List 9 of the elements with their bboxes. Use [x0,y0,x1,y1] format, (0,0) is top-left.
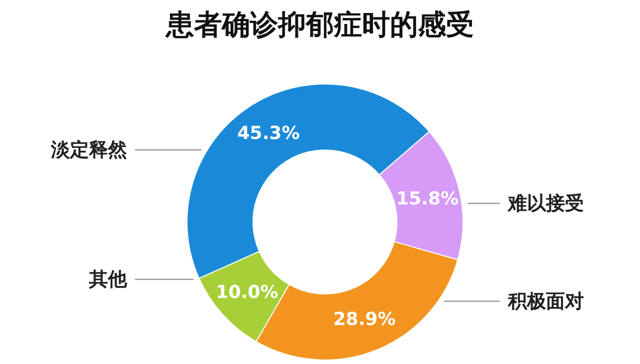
slice-label: 积极面对 [507,290,584,312]
data-label: 28.9% [333,308,396,330]
chart-title: 患者确诊抑郁症时的感受 [164,7,475,43]
slice-label: 淡定释然 [50,138,128,161]
slice-label: 难以接受 [507,192,584,214]
data-label: 10.0% [216,282,278,303]
data-label: 15.8% [396,188,459,210]
data-label: 45.3% [237,122,300,144]
slice-label: 其他 [88,268,128,290]
